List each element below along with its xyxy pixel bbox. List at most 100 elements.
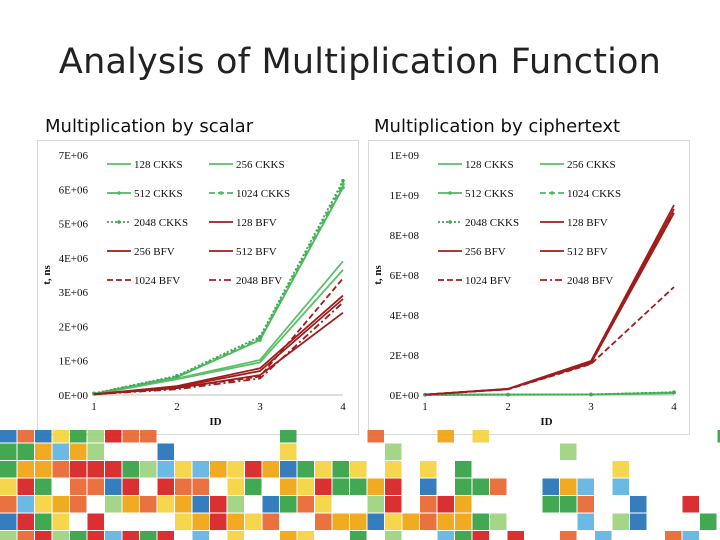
mosaic-tile	[612, 478, 629, 495]
legend-label: 512 CKKS	[134, 188, 183, 200]
mosaic-tile	[315, 478, 332, 495]
mosaic-tile	[262, 496, 279, 513]
y-tick-label: 0E+00	[390, 390, 420, 402]
legend-label: 2048 BFV	[567, 275, 613, 287]
series-point	[341, 185, 345, 190]
mosaic-tile	[35, 443, 52, 460]
series-point	[589, 392, 593, 397]
mosaic-tile	[105, 461, 122, 478]
mosaic-tile	[157, 478, 174, 495]
mosaic-tile	[350, 531, 367, 540]
x-axis-label: ID	[209, 416, 221, 428]
mosaic-tile	[367, 513, 384, 530]
series-line	[93, 183, 344, 395]
x-axis-label: ID	[540, 416, 552, 428]
y-tick-label: 2E+06	[59, 321, 89, 333]
mosaic-tile	[455, 478, 472, 495]
mosaic-tile	[420, 478, 437, 495]
mosaic-tile	[122, 478, 139, 495]
y-tick-label: 2E+08	[390, 350, 420, 362]
legend-label: 1024 CKKS	[567, 188, 621, 200]
mosaic-tile	[280, 443, 297, 460]
mosaic-tile	[612, 513, 629, 530]
x-tick-label: 1	[91, 401, 97, 413]
mosaic-tile	[280, 531, 297, 540]
ciphertext-chart: 0E+00 2E+08 4E+08 6E+08 8E+08 1E+09 1E+09 1 2 3 4 I…	[368, 140, 690, 435]
mosaic-tile	[420, 496, 437, 513]
mosaic-tile	[140, 430, 157, 443]
mosaic-tile	[227, 496, 244, 513]
legend-label: 256 BFV	[465, 246, 506, 258]
mosaic-tile	[297, 478, 314, 495]
mosaic-tile	[595, 531, 612, 540]
x-tick-label: 2	[174, 401, 180, 413]
y-tick-label: 6E+06	[59, 184, 89, 196]
mosaic-tile	[315, 513, 332, 530]
mosaic-tile	[0, 461, 17, 478]
mosaic-tile	[577, 513, 594, 530]
legend-marker	[219, 191, 223, 195]
mosaic-tile	[542, 478, 559, 495]
mosaic-tile	[297, 531, 314, 540]
mosaic-tile	[175, 461, 192, 478]
mosaic-tile	[560, 443, 577, 460]
mosaic-tile	[367, 496, 384, 513]
mosaic-tile	[52, 513, 69, 530]
mosaic-tile	[17, 496, 34, 513]
x-tick-label: 3	[588, 401, 594, 413]
series-point	[258, 334, 262, 339]
x-tick-label: 3	[257, 401, 263, 413]
mosaic-tile	[577, 478, 594, 495]
legend-label: 128 BFV	[567, 217, 608, 229]
mosaic-tile	[682, 496, 699, 513]
mosaic-tile	[455, 496, 472, 513]
mosaic-tile	[262, 461, 279, 478]
mosaic-tile	[87, 461, 104, 478]
mosaic-tile	[682, 531, 699, 540]
y-axis-label: t, ns	[41, 265, 53, 285]
series-line	[424, 391, 675, 396]
series-point	[341, 178, 345, 183]
mosaic-tile	[0, 430, 17, 443]
y-tick-label: 4E+06	[59, 253, 89, 265]
mosaic-tile	[157, 461, 174, 478]
mosaic-tile	[420, 513, 437, 530]
x-tick-label: 4	[340, 401, 346, 413]
mosaic-tile	[17, 531, 34, 540]
legend-label: 1024 BFV	[465, 275, 511, 287]
mosaic-tile	[87, 513, 104, 530]
mosaic-tile	[17, 478, 34, 495]
chart-title-scalar: Multiplication by scalar	[45, 116, 254, 137]
mosaic-tile	[280, 478, 297, 495]
legend-label: 512 CKKS	[465, 188, 514, 200]
mosaic-tile	[0, 513, 17, 530]
mosaic-tile	[332, 513, 349, 530]
mosaic-tile	[70, 443, 87, 460]
decorative-mosaic	[0, 430, 720, 540]
mosaic-tile	[262, 513, 279, 530]
mosaic-tile	[140, 461, 157, 478]
mosaic-tile	[577, 496, 594, 513]
slide-title: Analysis of Multiplication Function	[58, 42, 662, 82]
mosaic-tile	[455, 513, 472, 530]
mosaic-tile	[472, 531, 489, 540]
mosaic-tile	[70, 461, 87, 478]
mosaic-tile	[385, 461, 402, 478]
mosaic-tile	[437, 496, 454, 513]
mosaic-tile	[612, 461, 629, 478]
legend-marker	[448, 191, 452, 195]
mosaic-tile	[0, 531, 17, 540]
y-tick-label: 1E+06	[59, 356, 89, 368]
mosaic-tile	[245, 461, 262, 478]
mosaic-tile	[87, 531, 104, 540]
mosaic-tile	[192, 531, 209, 540]
mosaic-tile	[472, 430, 489, 443]
mosaic-tile	[52, 531, 69, 540]
mosaic-tile	[210, 461, 227, 478]
mosaic-tile	[140, 496, 157, 513]
y-tick-label: 3E+06	[59, 287, 89, 299]
legend-marker	[448, 220, 452, 224]
mosaic-tile	[192, 513, 209, 530]
mosaic-tile	[385, 513, 402, 530]
mosaic-tile	[385, 478, 402, 495]
